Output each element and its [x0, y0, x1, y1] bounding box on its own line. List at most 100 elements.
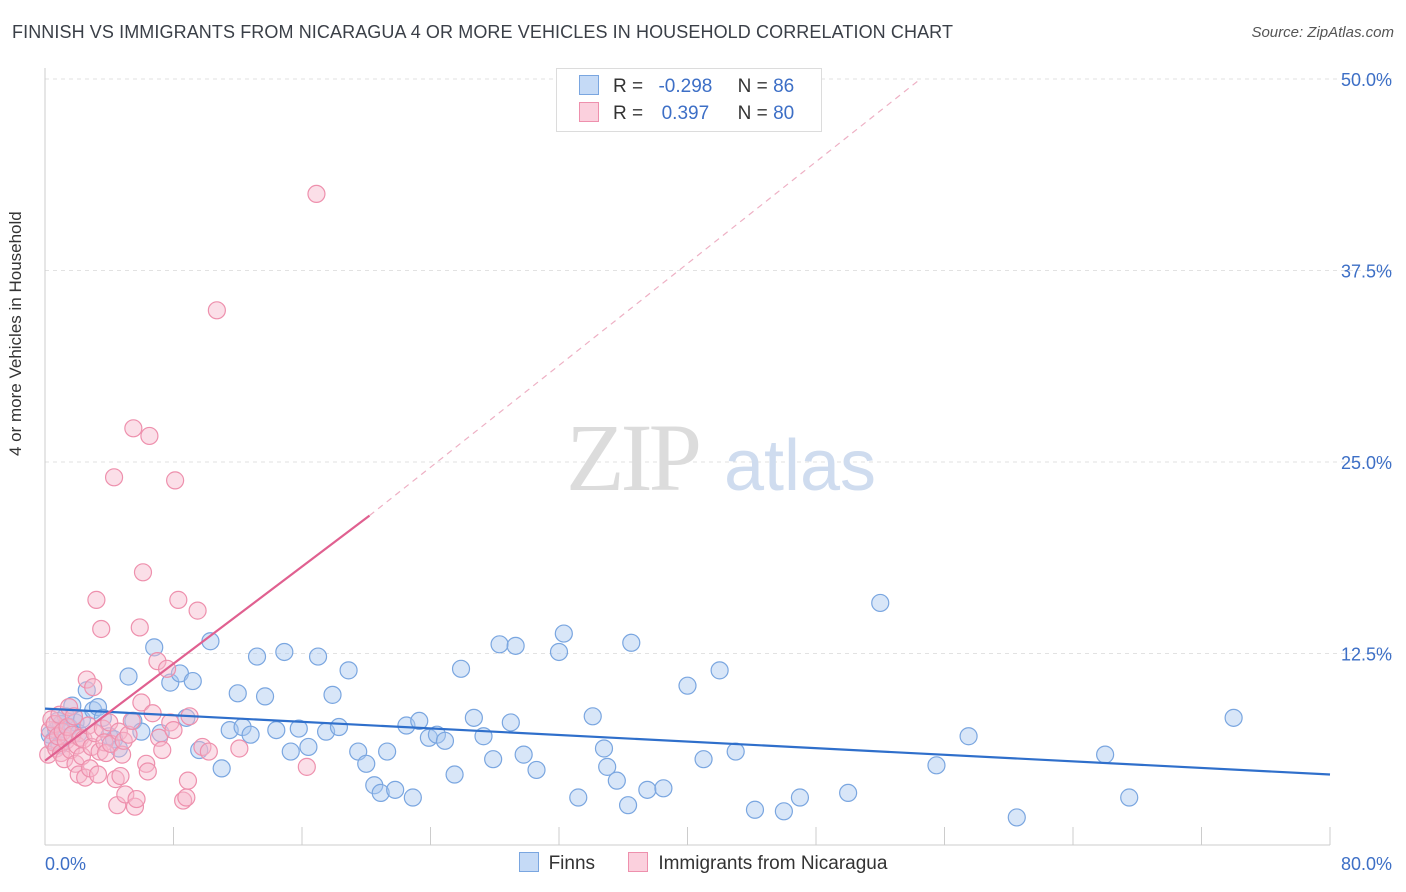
finns-point	[119, 667, 138, 686]
finns-point	[927, 756, 946, 775]
finns-point	[1007, 808, 1026, 827]
nicaragua-point	[130, 618, 149, 637]
finns-point	[247, 647, 267, 666]
finns-point	[506, 636, 525, 655]
finns-point	[464, 708, 483, 727]
nicaragua-point	[59, 698, 79, 717]
finns-point	[289, 719, 308, 738]
nicaragua-point	[166, 471, 185, 490]
nicaragua-point	[297, 757, 316, 776]
legend-n-value-finns: 86	[773, 76, 795, 97]
watermark-zip: ZIP	[566, 404, 699, 511]
nicaragua-swatch	[579, 102, 599, 122]
x-tick-label-max: 80.0%	[1341, 854, 1392, 874]
finns-point	[329, 717, 349, 737]
finns-point	[1224, 708, 1243, 727]
finns-point	[145, 638, 164, 657]
finns-point	[583, 707, 602, 726]
finns-point	[622, 633, 641, 652]
legend-n-value-nicaragua: 80	[773, 103, 795, 124]
legend-label-finns: Finns	[548, 853, 596, 874]
finns-swatch	[579, 75, 599, 95]
legend-item-finns: Finns	[518, 852, 596, 875]
finns-point	[678, 676, 697, 695]
nicaragua-point	[119, 725, 138, 744]
nicaragua-point	[193, 737, 212, 757]
x-tick-label-min: 0.0%	[45, 854, 86, 874]
finns-point	[638, 780, 657, 799]
gridlines	[45, 78, 1392, 654]
finns-point	[484, 750, 503, 769]
finns-point	[281, 742, 300, 761]
finns-point	[694, 750, 713, 769]
finns-point	[959, 727, 978, 746]
nicaragua-point	[100, 713, 119, 732]
y-axis-label: 4 or more Vehicles in Household	[6, 211, 25, 456]
finns-point	[1096, 745, 1115, 764]
legend-row-nicaragua: R = 0.397 N = 80	[579, 102, 794, 126]
nicaragua-point	[88, 765, 108, 784]
finns-point	[445, 765, 464, 784]
finns-trend-line	[44, 707, 1331, 776]
nicaragua-point	[307, 184, 326, 203]
nicaragua-point	[106, 770, 125, 789]
finns-point	[435, 731, 455, 750]
finns-point	[267, 720, 286, 740]
nicaragua-point	[138, 762, 157, 781]
correlation-legend: R = -0.298 N = 86 R = 0.397 N = 80	[556, 68, 822, 132]
nicaragua-point	[127, 789, 146, 809]
nicaragua-point	[125, 797, 145, 816]
finns-point	[212, 759, 231, 778]
nicaragua-point	[87, 590, 106, 609]
nicaragua-point	[153, 740, 172, 760]
source-label: Source: ZipAtlas.com	[1251, 24, 1394, 41]
finns-point	[871, 593, 890, 613]
finns-point	[527, 760, 546, 780]
data-points	[39, 184, 1243, 827]
y-tick-label: 37.5%	[1341, 262, 1392, 282]
finns-point	[745, 800, 765, 819]
nicaragua-point	[207, 301, 226, 320]
finns-point	[501, 713, 520, 732]
finns-point	[275, 642, 294, 662]
legend-r-label-finns: R =	[613, 76, 644, 97]
nicaragua-point	[112, 745, 132, 764]
nicaragua-point	[116, 785, 135, 804]
nicaragua-trend-line	[44, 514, 371, 762]
nicaragua-point	[124, 419, 143, 438]
nicaragua-point	[177, 788, 196, 807]
nicaragua-point	[114, 731, 133, 750]
nicaragua-point	[148, 652, 167, 671]
y-tick-label: 12.5%	[1341, 645, 1392, 665]
finns-point	[357, 754, 376, 773]
finns-point	[618, 796, 638, 815]
nicaragua-point	[164, 720, 183, 740]
legend-n-label-nicaragua: N =	[737, 103, 768, 124]
finns-point	[839, 783, 858, 803]
watermark: ZIP atlas	[566, 404, 876, 511]
nicaragua-point	[133, 563, 153, 582]
finns-point	[161, 673, 180, 692]
finns-point	[323, 685, 342, 704]
nicaragua-point	[140, 426, 159, 446]
finns-point	[183, 671, 202, 691]
trend-lines	[44, 78, 1331, 776]
legend-r-value-finns: -0.298	[658, 76, 713, 97]
finns-point	[451, 659, 471, 678]
legend-row-finns: R = -0.298 N = 86	[579, 75, 794, 99]
nicaragua-point	[132, 693, 151, 712]
finns-point	[410, 711, 429, 731]
finns-point	[594, 739, 614, 758]
y-tick-label: 50.0%	[1341, 70, 1392, 90]
nicaragua-trend-extension	[369, 78, 921, 517]
finns-point	[654, 779, 673, 798]
finns-point	[386, 780, 405, 799]
nicaragua-point	[64, 707, 84, 726]
nicaragua-point	[169, 590, 188, 609]
nicaragua-point	[84, 678, 103, 697]
legend-label-nicaragua: Immigrants from Nicaragua	[658, 853, 888, 874]
nicaragua-point	[92, 619, 111, 639]
finns-point	[241, 725, 260, 744]
finns-point	[774, 802, 793, 821]
